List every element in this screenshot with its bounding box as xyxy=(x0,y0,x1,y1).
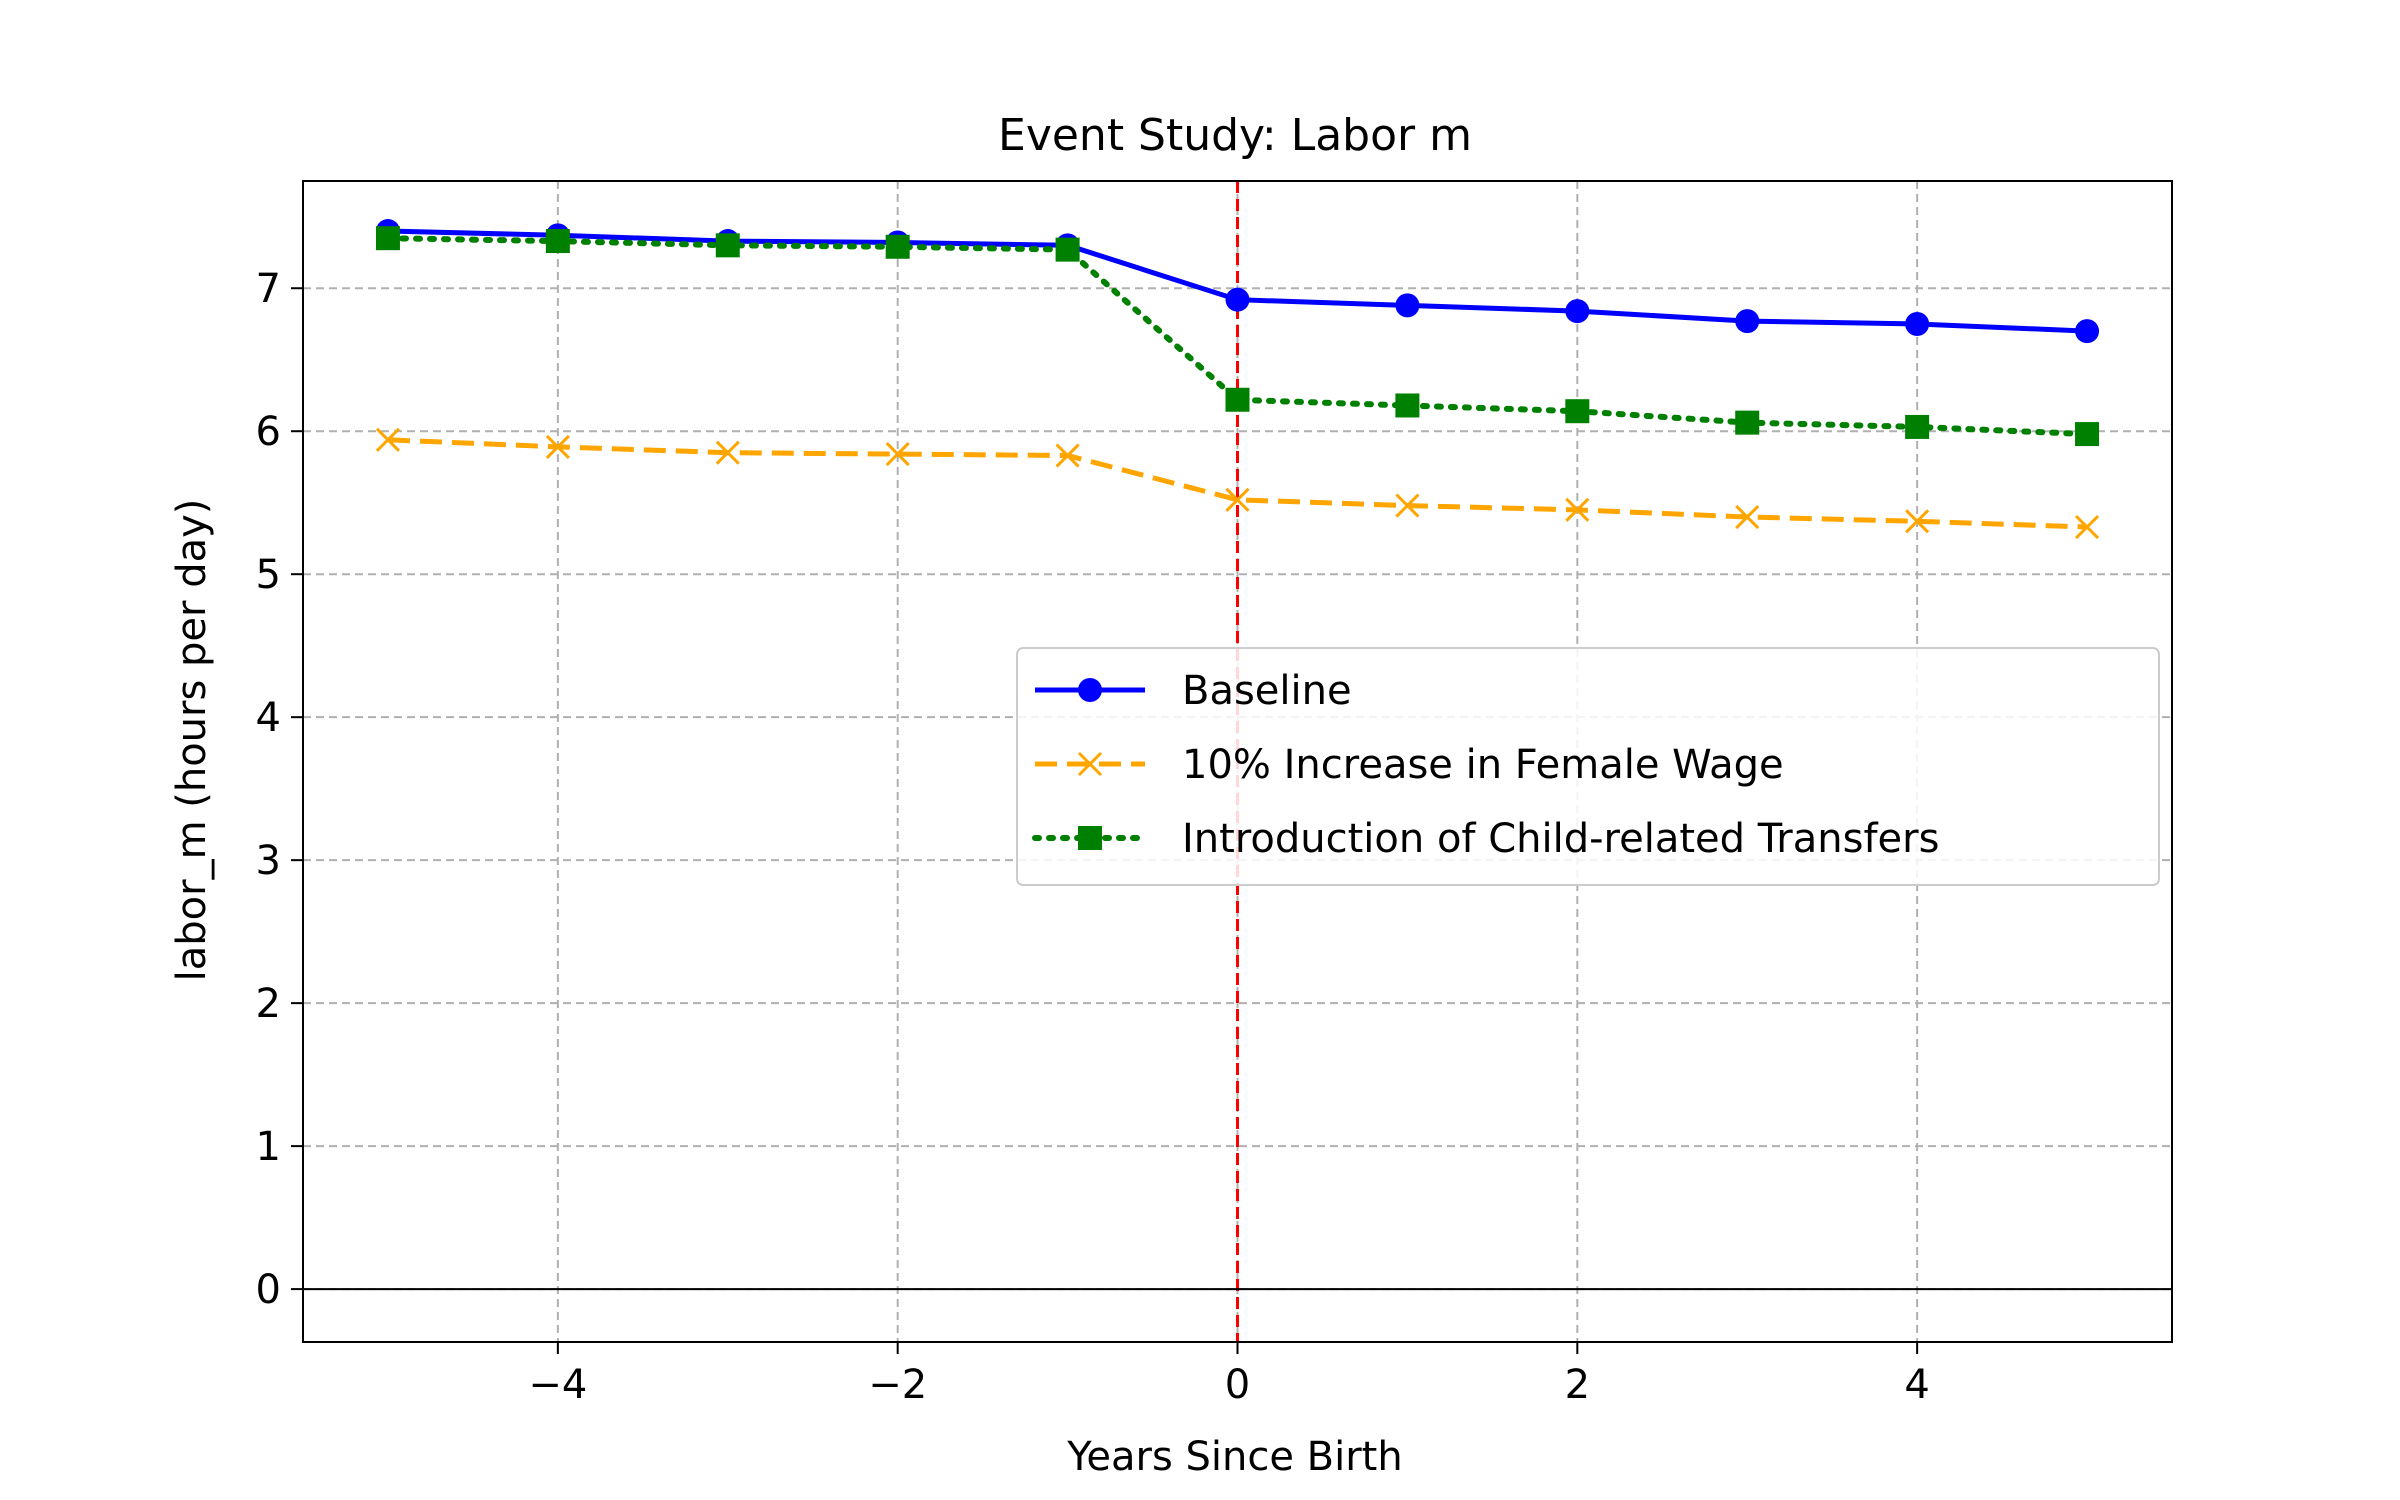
marker-stroke xyxy=(1565,497,1590,522)
data-point xyxy=(1225,487,1250,512)
y-tick-label: 3 xyxy=(256,838,281,884)
data-point xyxy=(375,226,400,251)
legend-label: Introduction of Child-related Transfers xyxy=(1182,816,1939,862)
data-point xyxy=(1225,287,1250,312)
x-tick-label: −4 xyxy=(528,1362,587,1408)
y-tick-label: 4 xyxy=(256,695,281,741)
data-point xyxy=(885,234,910,259)
data-point xyxy=(2075,422,2100,447)
legend-entry: 10% Increase in Female Wage xyxy=(1035,742,1784,788)
data-point xyxy=(1565,299,1590,324)
legend-box xyxy=(1016,647,2160,886)
series-child-transfers xyxy=(375,226,2100,447)
data-point xyxy=(1735,309,1760,334)
data-point xyxy=(1395,393,1420,418)
data-point xyxy=(2074,514,2100,540)
series-lines xyxy=(375,219,2100,540)
data-point xyxy=(715,233,740,258)
x-axis-label: Years Since Birth xyxy=(1066,1434,1402,1480)
data-point xyxy=(1905,414,1930,439)
legend: Baseline 10% Increase in Female Wage Intro… xyxy=(1016,647,2160,886)
x-tick-label: 2 xyxy=(1565,1362,1590,1408)
legend-label: Baseline xyxy=(1182,668,1352,714)
marker-stroke xyxy=(715,440,740,465)
legend-marker xyxy=(1078,678,1102,702)
x-tick-label: 4 xyxy=(1904,1362,1929,1408)
legend-label: 10% Increase in Female Wage xyxy=(1182,742,1784,788)
marker-stroke xyxy=(1055,443,1080,468)
data-point xyxy=(1225,387,1250,412)
data-point xyxy=(1905,509,1930,534)
data-point xyxy=(1395,493,1420,518)
y-tick-label: 5 xyxy=(256,552,281,598)
series-line xyxy=(385,235,2090,438)
data-point xyxy=(1735,410,1760,435)
data-point xyxy=(545,434,570,460)
data-point xyxy=(1395,293,1420,318)
data-point xyxy=(375,427,401,452)
x-tick-label: −2 xyxy=(868,1362,927,1408)
data-point xyxy=(545,229,570,254)
y-tick-label: 6 xyxy=(256,409,281,455)
axis-ticks: −4 −2 0 2 4 0 1 2 3 4 5 6 7 xyxy=(256,266,1930,1408)
data-point xyxy=(885,442,910,467)
data-point xyxy=(1055,443,1080,468)
marker-stroke xyxy=(1905,509,1930,534)
y-tick-label: 2 xyxy=(256,981,281,1027)
x-tick-label: 0 xyxy=(1225,1362,1250,1408)
legend-entry: Baseline xyxy=(1035,668,1352,714)
marker-stroke xyxy=(545,434,570,460)
series-line xyxy=(387,437,2088,530)
marker-stroke xyxy=(1395,493,1420,518)
legend-marker xyxy=(1077,751,1103,777)
data-point xyxy=(715,440,740,465)
data-point xyxy=(2075,319,2100,344)
marker-stroke xyxy=(375,427,401,452)
data-point xyxy=(1055,237,1080,262)
series-female-wage xyxy=(375,427,2100,540)
grid-lines xyxy=(303,181,2172,1342)
y-tick-label: 1 xyxy=(256,1124,281,1170)
chart-title: Event Study: Labor m xyxy=(998,110,1472,161)
y-tick-label: 7 xyxy=(256,266,281,312)
marker-stroke xyxy=(1735,504,1760,530)
marker-stroke xyxy=(885,442,910,467)
y-tick-label: 0 xyxy=(256,1267,281,1313)
marker-stroke xyxy=(1225,487,1250,512)
data-point xyxy=(1735,504,1760,530)
legend-entry: Introduction of Child-related Transfers xyxy=(1032,816,1939,862)
legend-marker xyxy=(1078,826,1102,850)
marker-stroke xyxy=(2074,514,2100,540)
data-point xyxy=(1565,399,1590,424)
data-point xyxy=(1905,311,1930,336)
marker-stroke xyxy=(1077,751,1103,777)
data-point xyxy=(1565,497,1590,522)
y-axis-label: labor_m (hours per day) xyxy=(169,499,215,982)
